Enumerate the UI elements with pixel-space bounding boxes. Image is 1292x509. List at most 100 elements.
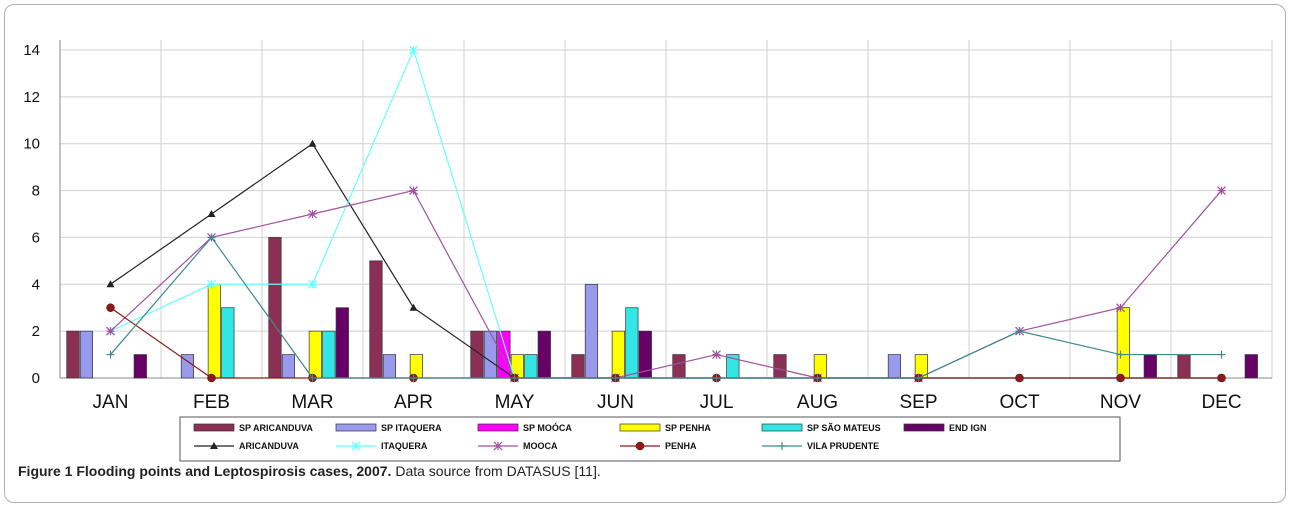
legend-swatch	[335, 423, 377, 432]
point-penha	[1116, 373, 1125, 383]
legend: SP ARICANDUVA SP ITAQUERA SP MOÓCA SP PENHA…	[179, 416, 1121, 462]
bar-sp-s-o-mateus	[322, 330, 336, 379]
bar-sp-penha	[207, 283, 221, 379]
line-vila-prudente	[110, 236, 1222, 379]
figure-caption: Figure 1 Flooding points and Leptospiros…	[18, 463, 601, 479]
bar-end-ign	[335, 307, 349, 379]
y-tick-label: 4	[32, 276, 40, 293]
bar-sp-aricanduva	[773, 354, 787, 379]
legend-item: SP SÃO MATEUS	[761, 423, 881, 433]
lines	[106, 45, 1226, 383]
caption-year: , 2007.	[348, 463, 392, 479]
x-tick-label: OCT	[999, 392, 1040, 413]
point-vila-prudente	[712, 374, 721, 382]
legend-item: SP MOÓCA	[477, 422, 572, 433]
point-aricanduva	[308, 139, 317, 147]
x-tick-label: MAR	[291, 392, 333, 413]
bar-sp-penha	[611, 330, 625, 379]
legend-item: ARICANDUVA	[194, 441, 299, 451]
point-mooca	[308, 209, 317, 219]
bar-end-ign	[537, 330, 551, 379]
caption-source: Data source from DATASUS [11].	[391, 463, 601, 479]
legend-swatch	[903, 423, 945, 432]
point-mooca	[106, 326, 115, 336]
x-axis: JAN FEB MAR APR MAY JUN JUL AUG SEP OCT NOV DEC	[93, 392, 1242, 413]
point-itaquera	[409, 45, 418, 55]
point-vila-prudente	[1015, 327, 1024, 336]
legend-marker	[493, 441, 503, 451]
bar-sp-s-o-mateus	[221, 307, 235, 379]
y-tick-label: 2	[32, 323, 40, 340]
bar-sp-itaquera	[584, 283, 599, 379]
bar-sp-s-o-mateus	[625, 307, 639, 379]
bar-end-ign	[1244, 354, 1258, 379]
bar-end-ign	[1143, 354, 1157, 379]
legend-marker	[210, 442, 218, 449]
y-tick-label: 0	[32, 370, 40, 387]
legend-label: ITAQUERA	[381, 441, 428, 451]
x-tick-label: DEC	[1201, 392, 1241, 413]
caption-title: Figure 1 Flooding points and Leptospiros…	[18, 463, 349, 479]
point-vila-prudente	[611, 374, 620, 382]
legend-item: VILA PRUDENTE	[762, 441, 879, 451]
point-penha	[106, 303, 115, 312]
bar-sp-penha	[308, 330, 322, 379]
point-penha	[1217, 373, 1226, 383]
legend-label: SP SÃO MATEUS	[807, 423, 881, 433]
x-tick-label: APR	[394, 392, 433, 413]
x-tick-label: JAN	[93, 392, 129, 413]
point-aricanduva	[409, 303, 418, 311]
y-tick-label: 10	[23, 136, 40, 153]
bar-end-ign	[133, 354, 147, 379]
bar-sp-aricanduva	[66, 330, 80, 379]
legend-label: END IGN	[949, 423, 987, 433]
point-mooca	[1116, 303, 1125, 313]
y-tick-label: 8	[32, 183, 40, 200]
legend-item: ITAQUERA	[336, 441, 428, 451]
point-mooca	[1217, 186, 1226, 195]
legend-item: PENHA	[620, 441, 697, 451]
point-aricanduva	[207, 210, 216, 217]
x-tick-label: NOV	[1100, 392, 1142, 413]
legend-label: PENHA	[665, 441, 697, 451]
legend-marker	[635, 441, 645, 451]
bar-sp-itaquera	[79, 330, 94, 379]
point-penha	[1015, 373, 1024, 383]
legend-label: MOOCA	[523, 441, 558, 451]
bar-sp-itaquera	[382, 354, 397, 379]
legend-label: SP ARICANDUVA	[239, 423, 313, 433]
bar-sp-aricanduva	[672, 354, 686, 379]
bar-sp-aricanduva	[268, 237, 282, 379]
point-vila-prudente	[914, 374, 923, 382]
legend-item: SP PENHA	[619, 423, 711, 433]
bar-sp-itaquera	[483, 330, 498, 379]
legend-item: SP ARICANDUVA	[193, 423, 313, 433]
point-vila-prudente	[813, 374, 822, 382]
legend-swatch	[761, 423, 803, 432]
point-vila-prudente	[207, 233, 216, 242]
point-vila-prudente	[409, 374, 418, 382]
bar-sp-aricanduva	[369, 260, 383, 379]
point-vila-prudente	[308, 374, 317, 382]
y-tick-label: 12	[23, 89, 40, 106]
line-mooca	[110, 189, 1222, 379]
legend-swatch	[477, 423, 519, 432]
bar-sp-itaquera	[281, 354, 296, 379]
bar-sp-penha	[1116, 307, 1130, 379]
point-penha	[207, 373, 216, 383]
x-tick-label: MAY	[495, 392, 535, 413]
point-mooca	[712, 350, 721, 359]
point-vila-prudente	[1217, 350, 1226, 359]
point-vila-prudente	[1116, 350, 1125, 359]
bar-sp-aricanduva	[1177, 354, 1191, 379]
y-tick-label: 6	[32, 229, 40, 246]
point-mooca	[409, 186, 418, 195]
bar-sp-s-o-mateus	[524, 354, 538, 379]
point-aricanduva	[106, 280, 115, 288]
legend-label: SP ITAQUERA	[381, 423, 442, 433]
x-tick-label: SEP	[899, 392, 937, 413]
grid	[59, 40, 1273, 379]
x-tick-label: AUG	[797, 392, 838, 413]
x-tick-label: JUN	[597, 392, 634, 413]
